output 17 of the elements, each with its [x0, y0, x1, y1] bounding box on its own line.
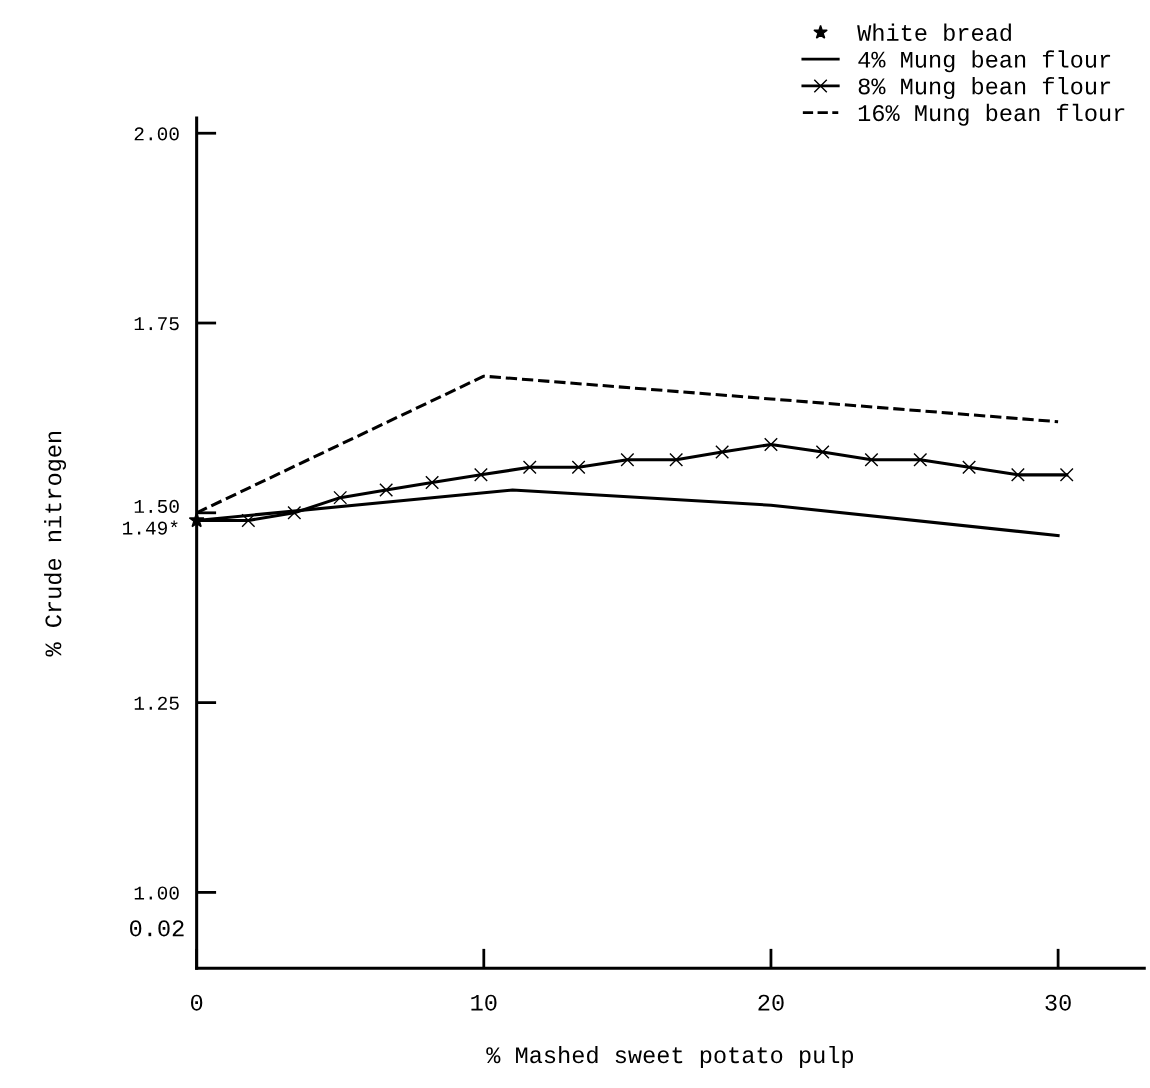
y-axis-title: % Crude nitrogen — [44, 431, 67, 657]
x-tick-label: 0 — [191, 994, 203, 1011]
y-tick-label: 1.25 — [134, 696, 179, 710]
y-tick-label: 1.49* — [123, 520, 178, 535]
x-tick-label: 10 — [471, 994, 497, 1011]
text: 0.02 — [130, 920, 184, 937]
y-tick-label: 1.00 — [134, 886, 179, 900]
y-tick-label: 1.50 — [134, 499, 179, 514]
x-tick-label: 30 — [1045, 994, 1071, 1011]
legend-label: 4% Mung bean flour — [858, 50, 1111, 73]
x-axis-title: % Mashed sweet potato pulp — [486, 1045, 854, 1068]
legend-label: 16% Mung bean flour — [858, 103, 1125, 126]
y-tick-label: 2.00 — [134, 127, 179, 141]
legend-label: 8% Mung bean flour — [858, 77, 1111, 100]
x-tick-label: 20 — [758, 994, 784, 1011]
y-tick-label: 1.75 — [134, 317, 179, 331]
legend-label: White bread — [857, 23, 1011, 42]
